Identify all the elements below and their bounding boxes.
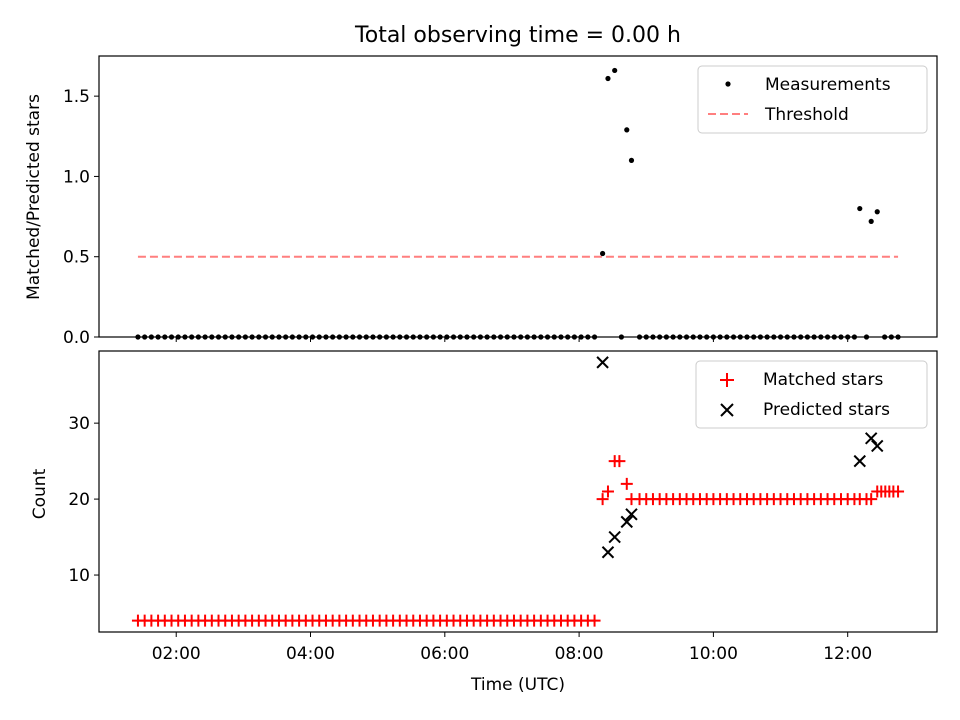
- bottom-y-tick-label: 10: [68, 566, 90, 586]
- top-y-tick-label: 1.0: [63, 167, 90, 187]
- predicted-star-marker: [601, 546, 615, 559]
- x-axis-label: Time (UTC): [470, 675, 565, 695]
- x-tick-label: 06:00: [420, 644, 469, 664]
- top-axes-measurements: 0.0 0.5 1.0 1.5 Matched/Predicted stars Mea…: [24, 55, 938, 348]
- matched-star-marker: [613, 455, 626, 468]
- top-y-ticks: 0.0 0.5 1.0 1.5: [63, 87, 99, 348]
- legend-label-threshold: Threshold: [764, 105, 849, 125]
- legend-marker-predicted: [720, 403, 734, 417]
- measurement-point: [628, 157, 635, 163]
- matched-star-marker: [601, 485, 614, 498]
- predicted-star-marker: [871, 439, 884, 453]
- predicted-star-marker: [620, 515, 633, 529]
- predicted-star-marker: [853, 454, 866, 468]
- bottom-legend-box: [695, 360, 928, 429]
- measurement-point: [624, 127, 630, 133]
- top-y-tick-label: 1.5: [63, 87, 90, 107]
- measurement-point: [600, 250, 606, 257]
- bottom-y-ticks: 10 20 30: [68, 414, 99, 586]
- legend-marker-measurements: [725, 81, 731, 87]
- top-legend-box: [697, 65, 928, 134]
- chart-title: Total observing time = 0.00 h: [354, 23, 681, 48]
- matched-star-marker: [588, 614, 601, 627]
- top-x-ticks: [175, 337, 849, 342]
- matched-star-marker: [620, 477, 633, 490]
- x-tick-label: 02:00: [152, 644, 201, 664]
- legend-label-measurements: Measurements: [765, 75, 891, 95]
- x-tick-label: 12:00: [823, 644, 872, 664]
- bottom-axes-frame: [98, 350, 938, 633]
- bottom-y-axis-label: Count: [30, 468, 50, 519]
- x-tick-label: 04:00: [286, 644, 335, 664]
- predicted-star-marker: [864, 432, 878, 445]
- top-y-tick-label: 0.5: [63, 248, 90, 268]
- x-tick-label: 08:00: [555, 644, 604, 664]
- predicted-star-marker: [625, 508, 638, 521]
- bottom-legend: Matched stars Predicted stars: [695, 360, 928, 429]
- measurement-point: [605, 75, 611, 82]
- predicted-stars-points: [596, 356, 884, 559]
- measurement-point: [612, 67, 618, 74]
- predicted-star-marker: [608, 530, 621, 544]
- measurement-point: [857, 205, 863, 212]
- matched-star-marker: [596, 493, 609, 506]
- predicted-star-marker: [596, 356, 609, 369]
- top-y-tick-label: 0.0: [63, 328, 90, 348]
- measurement-point: [874, 209, 880, 215]
- top-legend: Measurements Threshold: [697, 65, 928, 134]
- bottom-y-tick-label: 30: [68, 414, 90, 434]
- x-tick-label: 10:00: [689, 644, 738, 664]
- bottom-x-ticks: 02:00 04:00 06:00 08:00 10:00 12:00: [152, 632, 872, 664]
- bottom-axes-counts: 10 20 30 02:00 04:00 06:00 08:00 10:00 12:00 Co…: [30, 350, 938, 695]
- measurement-point: [868, 218, 874, 224]
- legend-label-predicted: Predicted stars: [763, 400, 890, 420]
- matched-star-marker: [865, 493, 878, 506]
- legend-label-matched: Matched stars: [763, 370, 883, 390]
- legend-marker-matched: [720, 373, 734, 387]
- top-axes-frame: [98, 55, 938, 338]
- matched-star-marker: [892, 485, 905, 498]
- bottom-y-tick-label: 20: [68, 490, 90, 510]
- top-y-axis-label: Matched/Predicted stars: [24, 94, 44, 300]
- matched-stars-points: [131, 455, 905, 627]
